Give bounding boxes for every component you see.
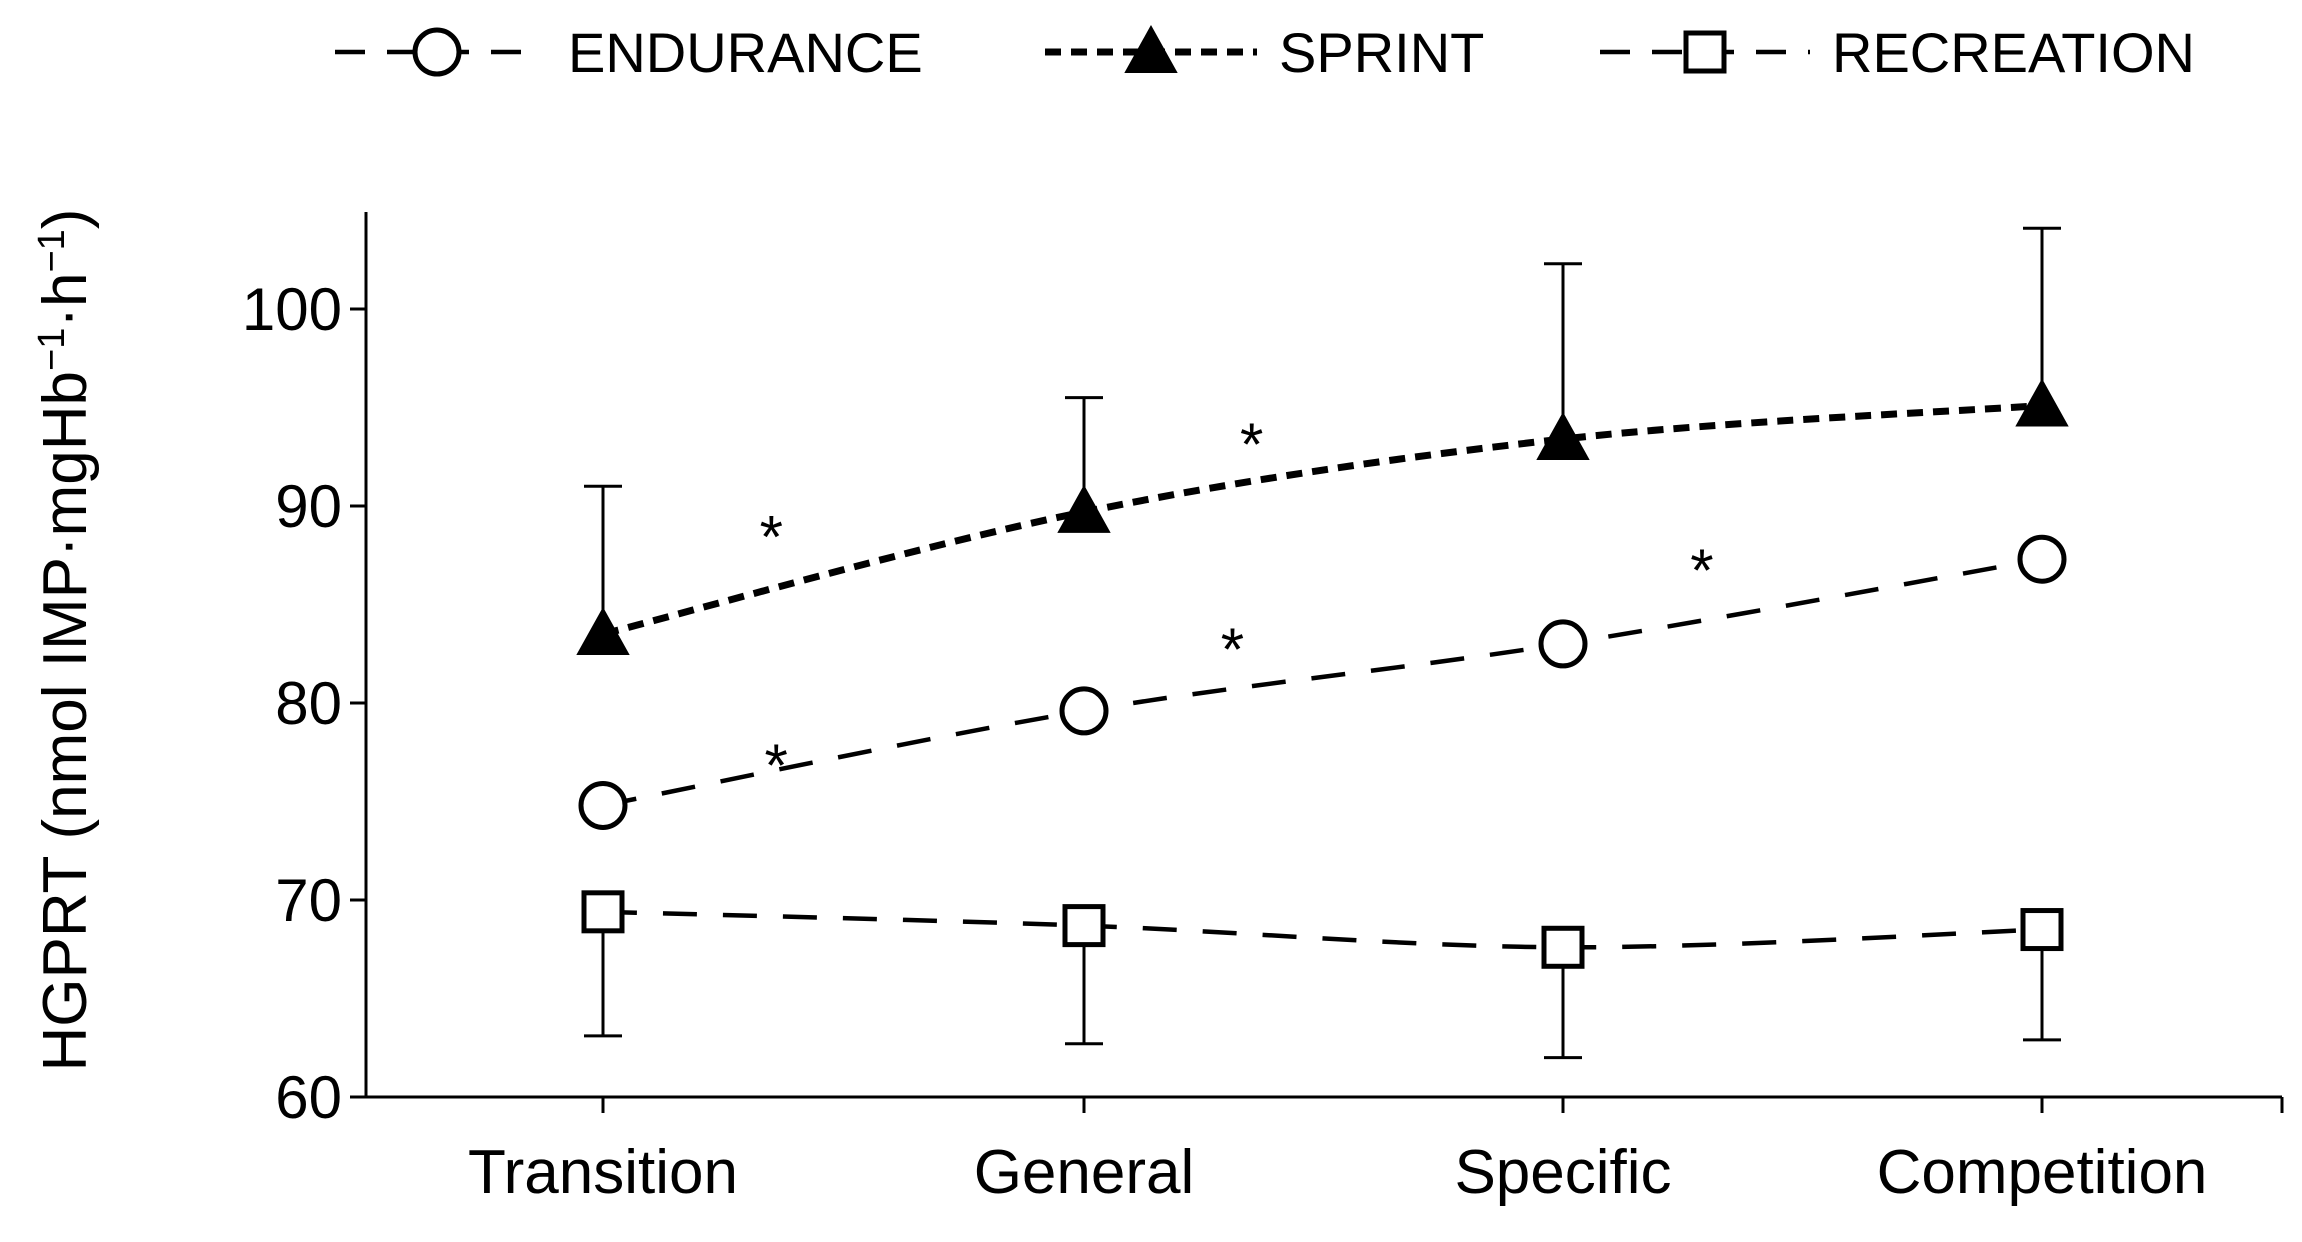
legend-marker — [1683, 30, 1727, 74]
y-tick-label: 80 — [275, 670, 342, 737]
data-point — [581, 890, 625, 934]
y-axis-title-part: ·h — [31, 273, 100, 328]
y-tick-label: 90 — [275, 473, 342, 540]
legend-label: RECREATION — [1832, 21, 2195, 84]
data-point — [2020, 908, 2064, 952]
y-axis-title-superscript: −1 — [31, 328, 73, 371]
annotations: * * * * * — [760, 411, 1714, 799]
series-endurance — [578, 534, 2067, 830]
data-point — [576, 606, 630, 656]
series-sprint — [576, 226, 2069, 656]
axes: 60 70 80 90 100 Transition General Specific Comp… — [242, 212, 2284, 1207]
data-point — [2015, 378, 2069, 427]
series-line — [602, 402, 2043, 638]
legend-item-endurance: ENDURANCE — [335, 21, 923, 84]
legend-item-recreation: RECREATION — [1600, 21, 2195, 84]
legend-label: SPRINT — [1279, 21, 1484, 84]
x-tick-label: Transition — [468, 1138, 738, 1207]
y-axis-title-part: HGPRT (nmol IMP·mgHb — [31, 371, 100, 1072]
y-axis-title-part: ) — [31, 209, 100, 230]
data-point — [1541, 925, 1585, 969]
data-point — [1538, 619, 1588, 669]
data-point — [2017, 534, 2067, 584]
y-axis-title: HGPRT (nmol IMP·mgHb−1·h−1) — [31, 209, 100, 1072]
series-recreation — [581, 890, 2064, 1060]
data-point — [578, 780, 628, 830]
x-tick-label: Competition — [1877, 1138, 2208, 1207]
series-layer — [576, 226, 2069, 1060]
legend-marker — [412, 27, 462, 77]
significance-marker: * — [760, 504, 783, 571]
data-point — [1536, 411, 1590, 461]
legend-label: ENDURANCE — [568, 21, 923, 84]
significance-marker: * — [764, 732, 787, 799]
x-tick-label: Specific — [1454, 1138, 1671, 1207]
significance-marker: * — [1690, 537, 1713, 604]
significance-marker: * — [1240, 411, 1263, 478]
y-tick-label: 70 — [275, 867, 342, 934]
data-point — [1059, 686, 1109, 736]
data-point — [1057, 484, 1111, 533]
series-line — [602, 909, 2043, 950]
significance-marker: * — [1221, 616, 1244, 683]
legend: ENDURANCE SPRINT RECREATION — [335, 21, 2195, 84]
data-point — [1062, 904, 1106, 948]
y-tick-label: 60 — [275, 1064, 342, 1131]
y-axis-title-superscript: −1 — [31, 229, 73, 272]
series-line — [602, 556, 2043, 808]
legend-marker — [1124, 24, 1178, 73]
legend-item-sprint: SPRINT — [1045, 21, 1484, 84]
y-tick-label: 100 — [242, 276, 342, 343]
x-tick-label: General — [974, 1138, 1195, 1207]
